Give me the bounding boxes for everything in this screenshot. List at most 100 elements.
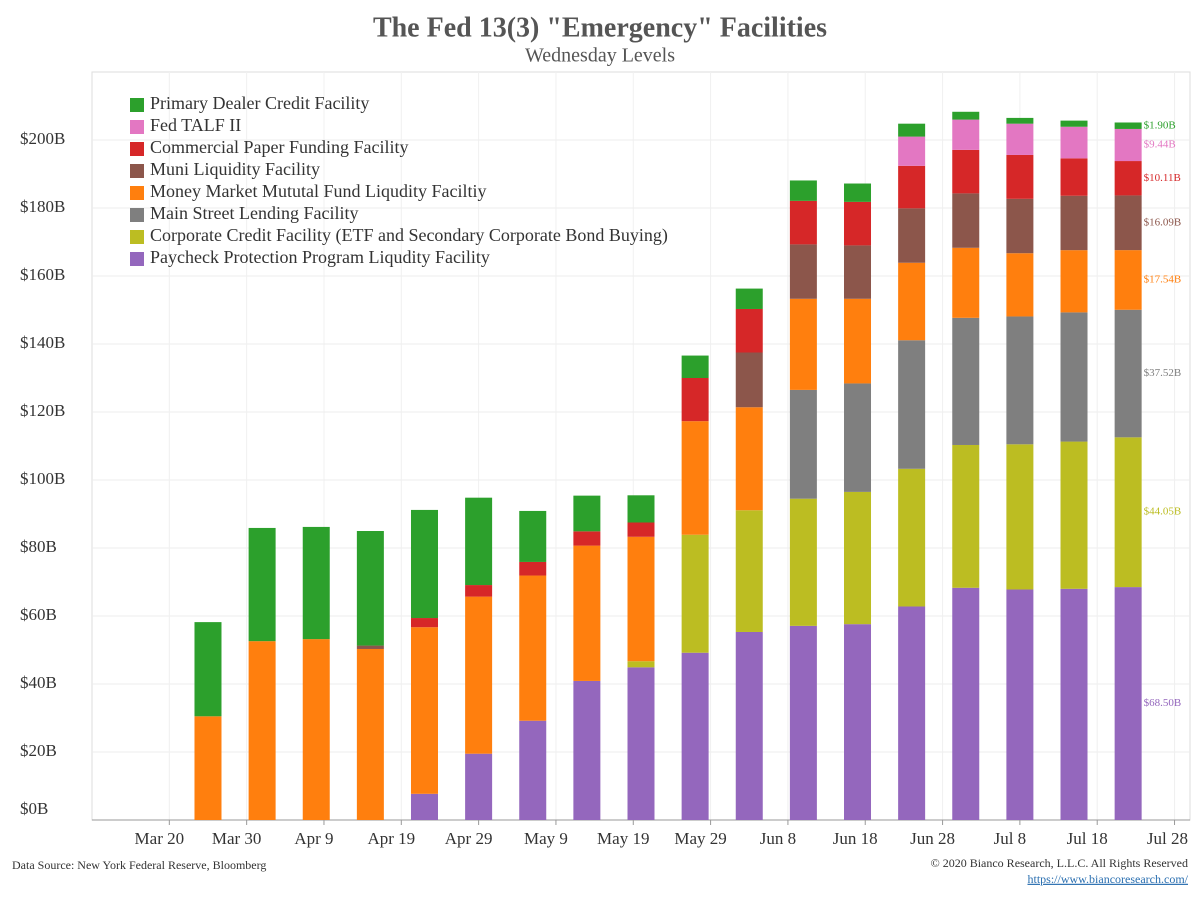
- legend-label: Paycheck Protection Program Liqudity Fac…: [150, 247, 490, 267]
- bar-segment: [898, 262, 926, 341]
- data-label: $16.09B: [1144, 216, 1182, 228]
- bar-segment: [627, 495, 655, 523]
- bar-segment: [1114, 128, 1142, 162]
- bar-segment: [356, 645, 384, 649]
- legend-label: Main Street Lending Facility: [150, 203, 358, 223]
- bar-segment: [1006, 316, 1034, 445]
- y-tick-label: $100B: [20, 469, 65, 488]
- bar-segment: [356, 531, 384, 646]
- bar-segment: [952, 317, 980, 445]
- chart-title: The Fed 13(3) "Emergency" Facilities: [373, 12, 827, 43]
- bar-segment: [735, 308, 763, 353]
- bar-segment: [844, 245, 872, 299]
- bar-segment: [573, 545, 601, 681]
- bar-segment: [1060, 126, 1088, 159]
- legend-label: Primary Dealer Credit Facility: [150, 93, 369, 113]
- bar-segment: [519, 575, 547, 721]
- bar-segment: [410, 793, 438, 820]
- data-label: $10.11B: [1144, 172, 1181, 184]
- bar-segment: [627, 667, 655, 820]
- data-label: $68.50B: [1144, 697, 1182, 709]
- bar-segment: [952, 444, 980, 588]
- bar-segment: [1060, 441, 1088, 589]
- y-tick-label: $120B: [20, 401, 65, 420]
- bar-segment: [1006, 117, 1034, 124]
- url[interactable]: https://www.biancoresearch.com/: [1027, 872, 1188, 886]
- bar-segment: [1006, 444, 1034, 590]
- bar-segment: [844, 624, 872, 820]
- bar-segment: [898, 606, 926, 820]
- bar-segment: [1114, 587, 1142, 820]
- y-tick-label: $140B: [20, 333, 65, 352]
- bar-segment: [248, 527, 276, 642]
- bar-segment: [1114, 161, 1142, 196]
- x-tick-label: Jul 28: [1147, 829, 1188, 848]
- bar-segment: [627, 661, 655, 668]
- bar-segment: [410, 618, 438, 628]
- x-tick-label: Apr 9: [294, 829, 333, 848]
- legend-swatch: [130, 98, 144, 112]
- bar-segment: [789, 625, 817, 820]
- bar-segment: [898, 165, 926, 209]
- bar-segment: [898, 340, 926, 469]
- bar-segment: [1006, 198, 1034, 254]
- bar-segment: [952, 119, 980, 150]
- bar-segment: [681, 378, 709, 422]
- bar-segment: [844, 383, 872, 492]
- legend-label: Corporate Credit Facility (ETF and Secon…: [150, 225, 668, 246]
- bar-segment: [573, 680, 601, 820]
- bar-segment: [1006, 589, 1034, 820]
- bar-segment: [519, 720, 547, 820]
- bar-segment: [1114, 195, 1142, 251]
- data-label: $1.90B: [1144, 119, 1176, 131]
- bar-segment: [194, 716, 222, 820]
- bar-segment: [1006, 154, 1034, 199]
- bar-segment: [789, 389, 817, 499]
- bar-segment: [844, 491, 872, 625]
- x-tick-label: Jun 8: [760, 829, 796, 848]
- bar-segment: [465, 585, 493, 597]
- bar-segment: [681, 421, 709, 535]
- legend-swatch: [130, 120, 144, 134]
- bar-segment: [302, 526, 330, 640]
- x-tick-label: Jun 18: [833, 829, 878, 848]
- bar-segment: [1060, 588, 1088, 820]
- legend-swatch: [130, 186, 144, 200]
- bar-segment: [627, 536, 655, 662]
- bar-segment: [735, 407, 763, 511]
- x-tick-label: Mar 30: [212, 829, 262, 848]
- x-tick-label: Mar 20: [135, 829, 185, 848]
- bar-segment: [952, 149, 980, 194]
- y-tick-label: $80B: [20, 537, 57, 556]
- x-tick-label: Jul 18: [1067, 829, 1108, 848]
- bar-segment: [898, 208, 926, 263]
- bar-segment: [1060, 250, 1088, 313]
- data-label: $37.52B: [1144, 367, 1182, 379]
- legend-swatch: [130, 164, 144, 178]
- bar-segment: [573, 531, 601, 546]
- x-tick-label: Jul 8: [994, 829, 1027, 848]
- bar-segment: [898, 468, 926, 607]
- chart-subtitle: Wednesday Levels: [525, 45, 675, 67]
- bar-segment: [1114, 437, 1142, 588]
- copyright: © 2020 Bianco Research, L.L.C. All Right…: [931, 856, 1188, 870]
- bar-segment: [627, 522, 655, 537]
- bar-segment: [789, 200, 817, 245]
- legend-swatch: [130, 252, 144, 266]
- bar-segment: [1114, 122, 1142, 129]
- legend-label: Money Market Mututal Fund Liqudity Facil…: [150, 181, 486, 201]
- y-tick-label: $0B: [20, 799, 48, 818]
- y-tick-label: $160B: [20, 265, 65, 284]
- bar-segment: [952, 193, 980, 248]
- bar-segment: [465, 753, 493, 820]
- y-tick-label: $60B: [20, 605, 57, 624]
- bar-segment: [898, 136, 926, 166]
- bar-segment: [844, 298, 872, 384]
- x-tick-label: May 29: [674, 829, 726, 848]
- bar-segment: [735, 352, 763, 408]
- bar-segment: [519, 510, 547, 562]
- bar-segment: [952, 111, 980, 120]
- bar-segment: [898, 123, 926, 137]
- bar-segment: [789, 498, 817, 626]
- x-tick-label: May 19: [597, 829, 649, 848]
